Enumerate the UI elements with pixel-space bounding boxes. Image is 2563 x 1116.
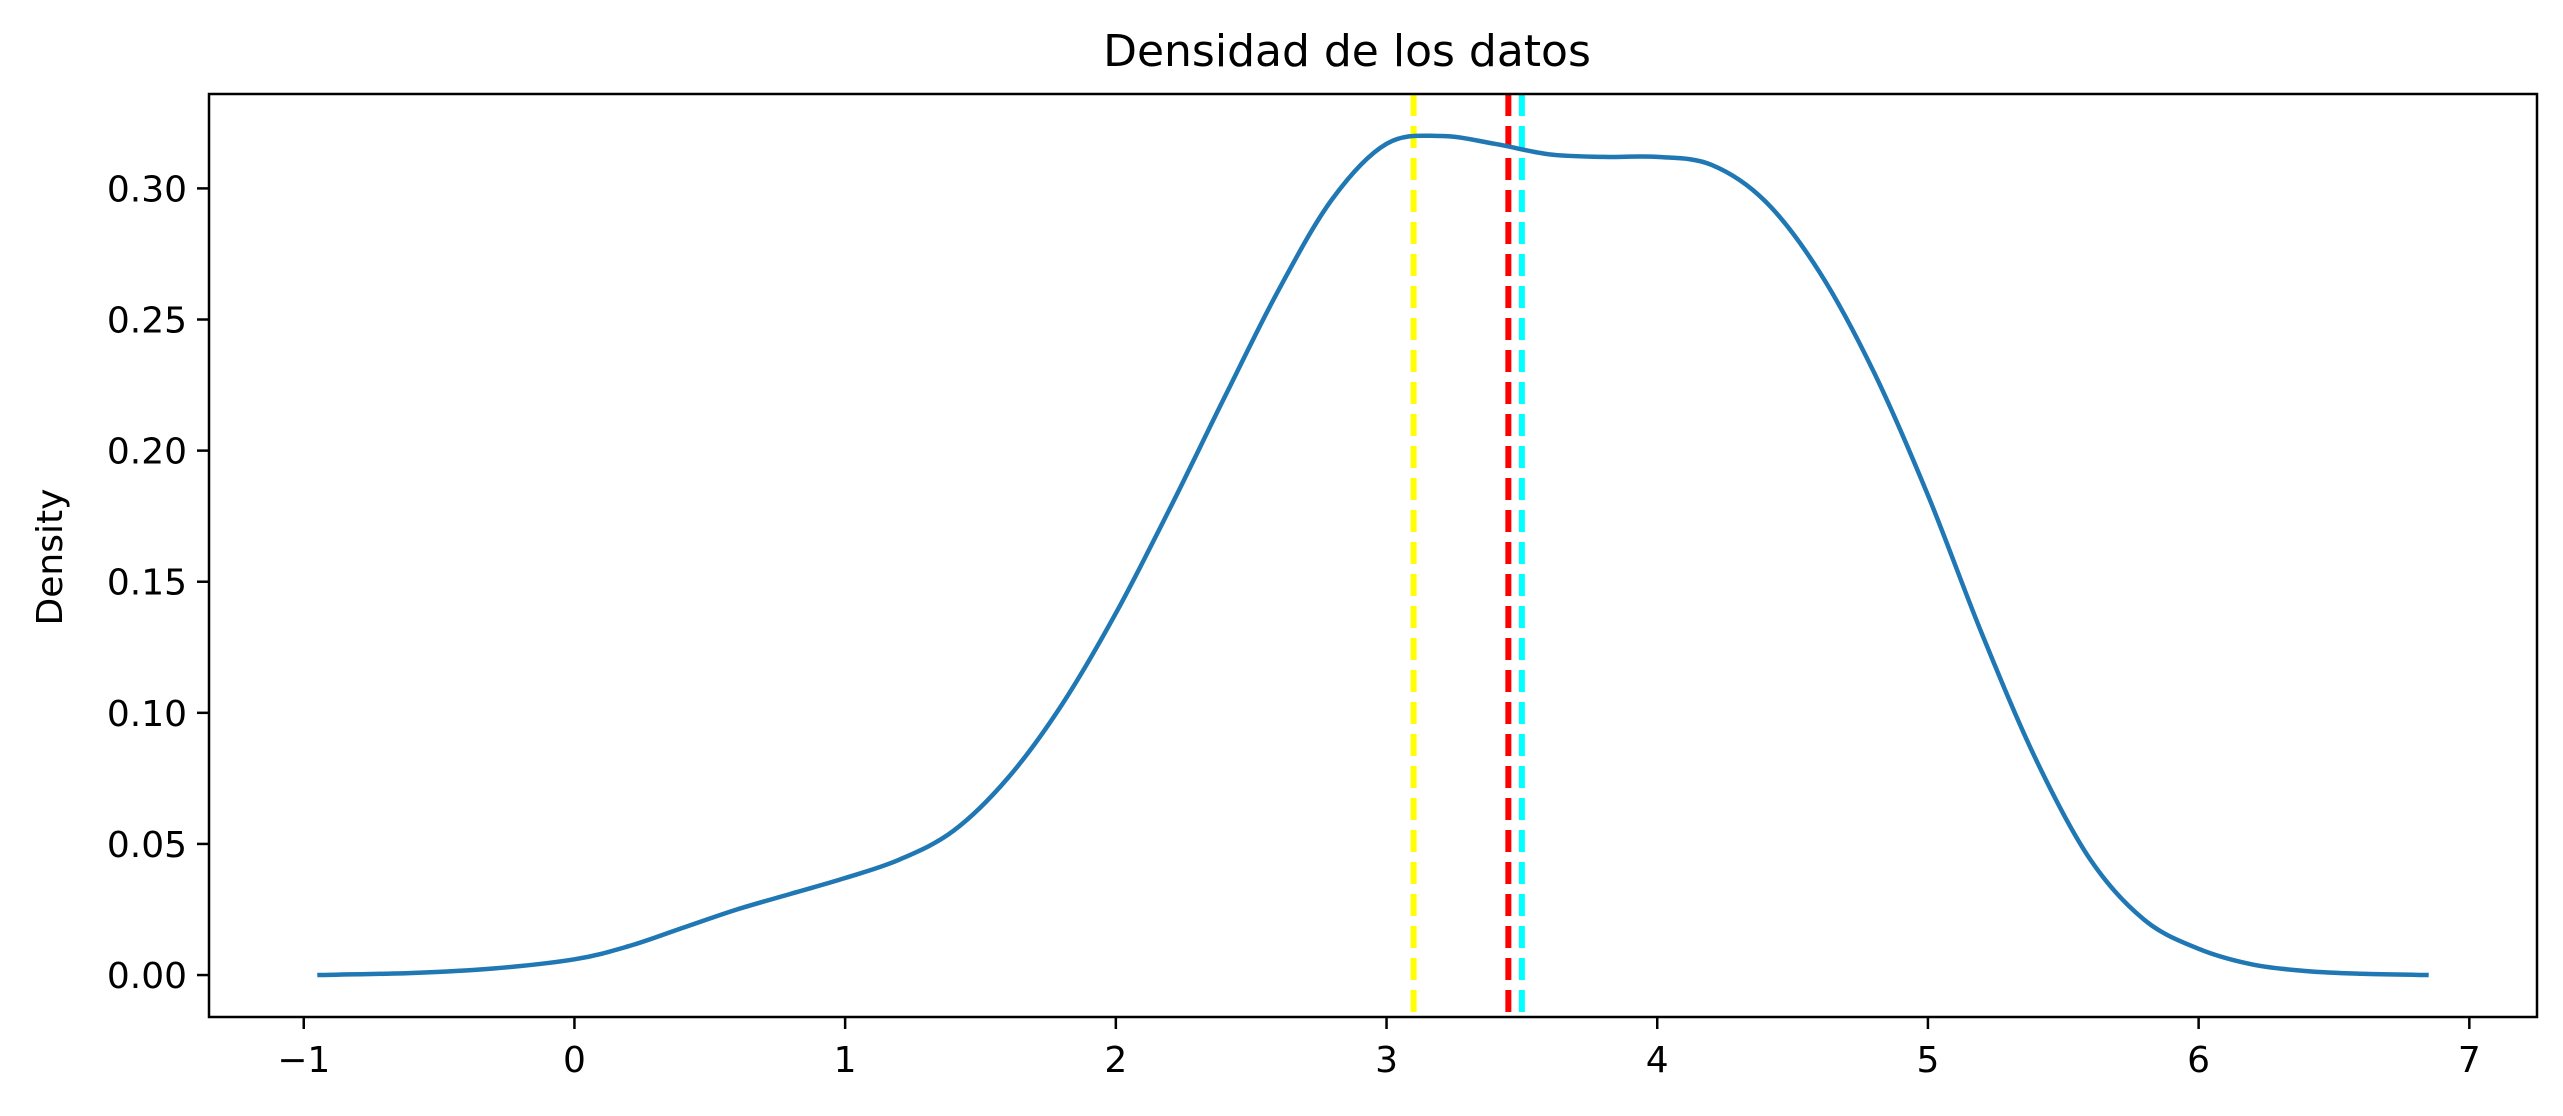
y-tick-label: 0.10 bbox=[107, 694, 187, 735]
x-tick-label: 1 bbox=[834, 1040, 857, 1081]
x-tick-label: −1 bbox=[277, 1040, 330, 1081]
y-tick-label: 0.00 bbox=[107, 956, 187, 997]
y-tick-label: 0.15 bbox=[107, 563, 187, 604]
chart-title: Densidad de los datos bbox=[1103, 26, 1591, 77]
x-tick-label: 5 bbox=[1916, 1040, 1939, 1081]
x-tick-label: 0 bbox=[563, 1040, 586, 1081]
x-axis-ticks: −1 0 1 2 3 4 5 6 7 bbox=[277, 1017, 2481, 1081]
y-tick-label: 0.05 bbox=[107, 825, 187, 866]
y-axis-ticks: 0.00 0.05 0.10 0.15 0.20 0.25 0.30 bbox=[107, 169, 209, 997]
density-series bbox=[317, 133, 2429, 978]
density-line bbox=[317, 133, 2429, 978]
y-tick-label: 0.30 bbox=[107, 169, 187, 210]
x-tick-label: 7 bbox=[2458, 1040, 2481, 1081]
plot-frame bbox=[207, 92, 2539, 1019]
x-tick-label: 2 bbox=[1104, 1040, 1127, 1081]
x-tick-label: 3 bbox=[1375, 1040, 1398, 1081]
y-axis-label: Density bbox=[30, 489, 71, 626]
x-tick-label: 6 bbox=[2187, 1040, 2210, 1081]
x-tick-label: 4 bbox=[1646, 1040, 1669, 1081]
reference-lines bbox=[1410, 94, 1525, 1017]
y-tick-label: 0.20 bbox=[107, 432, 187, 473]
y-tick-label: 0.25 bbox=[107, 301, 187, 342]
